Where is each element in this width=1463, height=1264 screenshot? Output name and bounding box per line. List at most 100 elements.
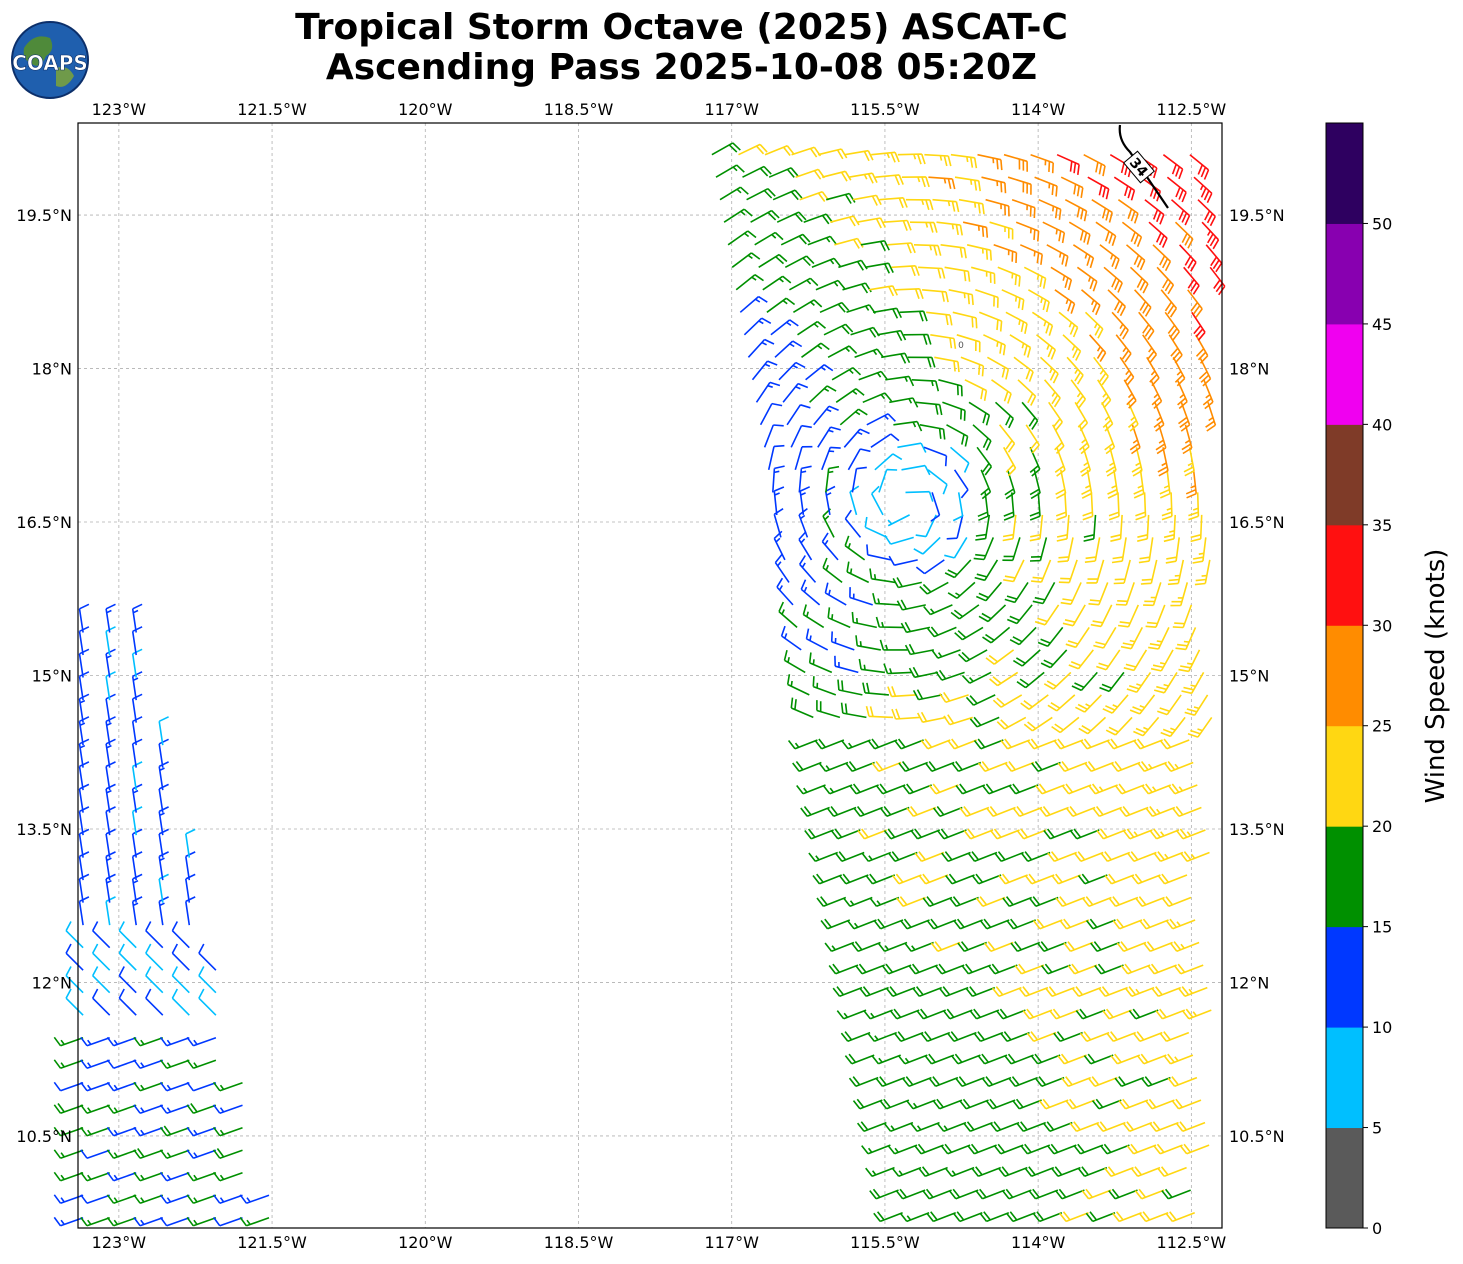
wind-barb: [118, 988, 137, 1016]
wind-barb-path: [1034, 176, 1058, 197]
wind-barb-path: [867, 738, 898, 750]
wind-barb: [959, 1098, 989, 1110]
wind-barb-path: [159, 1125, 190, 1137]
wind-barb-path: [822, 170, 852, 182]
wind-barb-path: [1043, 379, 1061, 408]
wind-barb-path: [1150, 649, 1174, 672]
wind-barb: [1002, 537, 1021, 562]
wind-barb-path: [916, 1008, 946, 1020]
wind-barb: [947, 738, 977, 750]
wind-barb-path: [938, 379, 963, 397]
wind-barb-path: [1131, 447, 1143, 477]
wind-barb: [871, 761, 902, 772]
wind-barb: [944, 536, 968, 559]
wind-barb: [762, 275, 792, 291]
wind-barb: [1113, 176, 1136, 201]
wind-barb-path: [1108, 896, 1139, 907]
wind-barb: [889, 397, 919, 408]
wind-barb: [865, 873, 896, 885]
wind-barb-path: [934, 963, 965, 975]
wind-barb-path: [80, 1104, 110, 1114]
wind-barb-path: [842, 896, 873, 907]
wind-barb-path: [774, 340, 803, 358]
wind-barb-path: [1104, 873, 1135, 885]
wind-barb: [901, 464, 931, 476]
wind-barb-path: [930, 334, 957, 349]
wind-barb-path: [958, 198, 985, 215]
wind-barb-path: [80, 1126, 110, 1137]
wind-barb: [1025, 424, 1040, 454]
wind-barb: [858, 658, 886, 674]
wind-barb: [924, 1053, 955, 1065]
wind-barb-path: [1050, 266, 1073, 291]
wind-barb: [799, 555, 817, 583]
wind-barb: [1080, 447, 1092, 477]
wind-barb: [1197, 199, 1217, 227]
wind-barb-path: [800, 806, 830, 817]
wind-barb: [993, 244, 1018, 264]
wind-barb-path: [1155, 424, 1167, 455]
wind-barb: [1105, 447, 1117, 477]
wind-barb-path: [185, 851, 196, 881]
wind-barb-path: [900, 621, 931, 634]
wind-barb: [1081, 469, 1093, 499]
wind-barb: [912, 986, 942, 998]
wind-barb-path: [936, 1121, 967, 1133]
wind-barb: [774, 553, 790, 583]
wind-barb-path: [1096, 649, 1121, 671]
wind-barb-path: [171, 966, 190, 994]
wind-barb-path: [845, 761, 875, 772]
wind-barb: [105, 851, 116, 881]
wind-barb: [773, 530, 786, 561]
wind-barb: [875, 174, 904, 186]
wind-barb-path: [1118, 806, 1149, 817]
wind-barb: [1015, 221, 1040, 242]
wind-barb-path: [772, 189, 803, 201]
wind-barb: [1038, 1098, 1069, 1110]
wind-barb-path: [78, 716, 90, 746]
wind-barb: [159, 1194, 190, 1204]
wind-barb: [711, 142, 741, 156]
wind-barb-path: [1090, 941, 1120, 952]
wind-barb: [941, 851, 971, 862]
wind-barb: [78, 806, 90, 836]
wind-barb: [1077, 873, 1108, 885]
wind-barb: [791, 146, 822, 158]
wind-barb: [118, 943, 137, 971]
wind-barb: [774, 340, 803, 358]
wind-barb: [891, 873, 922, 885]
wind-barb-path: [1132, 1031, 1163, 1043]
wind-barb: [755, 381, 781, 403]
wind-barb-path: [1161, 492, 1173, 521]
wind-barb-path: [1162, 154, 1184, 180]
wind-barb-path: [950, 153, 978, 169]
wind-barb: [1023, 266, 1047, 289]
wind-barb-path: [158, 851, 169, 881]
wind-barb-path: [1202, 379, 1214, 410]
wind-barb: [105, 806, 116, 836]
wind-barb-path: [1063, 941, 1094, 952]
wind-barb-path: [1105, 447, 1117, 477]
wind-barb-path: [824, 582, 847, 606]
wind-barb-path: [1187, 289, 1203, 318]
wind-barb: [1143, 582, 1162, 607]
wind-barb-path: [1002, 896, 1032, 907]
wind-barb: [818, 761, 849, 772]
wind-barb-path: [951, 761, 982, 772]
wind-barb-path: [926, 311, 953, 326]
wind-barb-path: [924, 761, 955, 772]
wind-barb-path: [1122, 1121, 1153, 1133]
wind-barb-path: [1010, 941, 1041, 952]
wind-barb: [131, 693, 143, 723]
wind-barb-path: [131, 761, 143, 791]
wind-barb-path: [947, 738, 977, 750]
lat-tick-left: 16.5°N: [16, 513, 72, 532]
wind-barb-path: [133, 1216, 164, 1227]
wind-barb-path: [825, 192, 856, 204]
wind-barb-path: [855, 635, 881, 651]
wind-barb-path: [849, 783, 879, 795]
wind-barb: [931, 649, 961, 659]
wind-barb: [1074, 401, 1089, 432]
wind-barb-path: [1000, 738, 1031, 750]
wind-barb: [954, 176, 981, 192]
